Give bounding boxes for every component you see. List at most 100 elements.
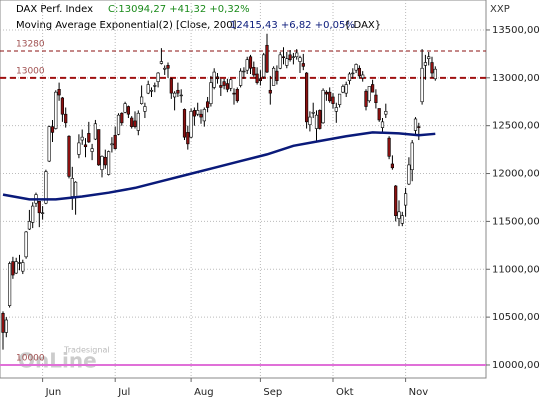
candle-body xyxy=(239,70,243,86)
candle-body xyxy=(212,71,216,88)
candle-body xyxy=(24,231,28,258)
candle-body xyxy=(331,96,335,104)
candle-body xyxy=(14,261,18,274)
candle-body xyxy=(146,84,150,94)
ema-line xyxy=(2,131,436,201)
candle-body xyxy=(136,112,140,131)
candle-body xyxy=(278,54,282,69)
candle-body xyxy=(288,54,292,60)
candle-body xyxy=(328,91,332,102)
candle-body xyxy=(143,106,147,112)
x-tick-label: Jun xyxy=(45,387,62,398)
candle-body xyxy=(50,126,55,133)
candle-body xyxy=(149,89,154,92)
candle-body xyxy=(314,114,319,129)
candle-body xyxy=(123,103,127,113)
candle-body xyxy=(173,92,177,98)
candle-body xyxy=(222,81,226,86)
candle-body xyxy=(367,86,371,102)
candle-body xyxy=(54,91,58,129)
candle-body xyxy=(186,132,190,145)
candle-body xyxy=(420,67,424,103)
candle-body xyxy=(252,66,256,76)
subtitle: Moving Average Exponential(2) [Close, 20… xyxy=(16,20,237,31)
corner-label: XXP xyxy=(490,4,510,15)
candle-body xyxy=(159,61,164,64)
candle-body xyxy=(229,79,233,89)
candle-body xyxy=(235,89,239,102)
candle-body xyxy=(11,261,15,276)
candle-body xyxy=(304,72,309,123)
candle-body xyxy=(248,56,253,69)
candle-body xyxy=(83,144,88,148)
candle-body xyxy=(60,97,64,115)
candle-body xyxy=(120,112,124,124)
candle-body xyxy=(27,221,32,230)
candle-body xyxy=(255,73,259,83)
y-tick-label: 13000,00 xyxy=(492,73,540,84)
x-tick-label: Nov xyxy=(409,387,429,398)
candle-body xyxy=(417,126,421,128)
candle-body xyxy=(351,72,355,75)
candle-body xyxy=(93,123,97,140)
candle-body xyxy=(40,212,45,214)
candle-body xyxy=(70,178,74,197)
watermark-logo: OnLine xyxy=(18,349,97,373)
candle-body xyxy=(361,74,365,79)
x-tick-label: Jul xyxy=(117,387,130,398)
candle-body xyxy=(308,116,312,126)
candle-body xyxy=(275,70,279,81)
candle-body xyxy=(370,84,375,93)
candle-body xyxy=(189,111,193,138)
candle-body xyxy=(219,85,223,88)
y-tick-label: 11000,00 xyxy=(492,264,540,275)
candle-body xyxy=(341,86,345,93)
candle-body xyxy=(206,101,210,108)
candle-body xyxy=(291,56,296,58)
candle-body xyxy=(265,44,269,73)
candle-body xyxy=(97,129,101,166)
candle-body xyxy=(176,89,180,94)
candle-body xyxy=(4,319,8,333)
candle-body xyxy=(245,59,249,71)
candle-body xyxy=(347,73,352,81)
candle-body xyxy=(133,120,137,127)
candle-body xyxy=(182,109,187,138)
candle-body xyxy=(64,113,68,124)
watermark: Tradesignal xyxy=(63,346,110,355)
candle-body xyxy=(196,110,200,115)
candle-body xyxy=(77,142,81,155)
candle-body xyxy=(390,163,395,169)
chart-title: DAX Perf. Index xyxy=(16,4,93,15)
subtitle-value: 12415,43 +6,82 +0,05% xyxy=(230,20,355,31)
candle-body xyxy=(364,90,368,107)
candle-body xyxy=(1,312,5,333)
y-tick-label: 10500,00 xyxy=(492,312,540,323)
candle-body xyxy=(285,58,289,66)
candle-body xyxy=(103,156,107,166)
candle-body xyxy=(407,164,411,185)
candle-body xyxy=(130,117,134,127)
candle-body xyxy=(334,107,338,112)
candle-body xyxy=(311,111,315,114)
candle-body xyxy=(57,89,61,96)
candle-body xyxy=(321,89,325,124)
candle-body xyxy=(258,78,263,81)
candle-body xyxy=(397,211,401,219)
candle-body xyxy=(21,262,25,272)
candle-body xyxy=(374,94,378,104)
candle-body xyxy=(262,54,266,78)
candle-body xyxy=(126,106,130,115)
level-label: 10000 xyxy=(16,353,45,363)
candle-body xyxy=(403,193,408,206)
candle-body xyxy=(268,89,272,94)
candle-body xyxy=(44,171,48,204)
candle-body xyxy=(169,78,173,94)
candle-body xyxy=(17,262,22,264)
candle-body xyxy=(179,94,183,97)
candle-body xyxy=(67,135,71,177)
x-tick-label: Sep xyxy=(263,387,282,398)
level-label: 13280 xyxy=(16,40,45,50)
candle-body xyxy=(242,70,246,73)
